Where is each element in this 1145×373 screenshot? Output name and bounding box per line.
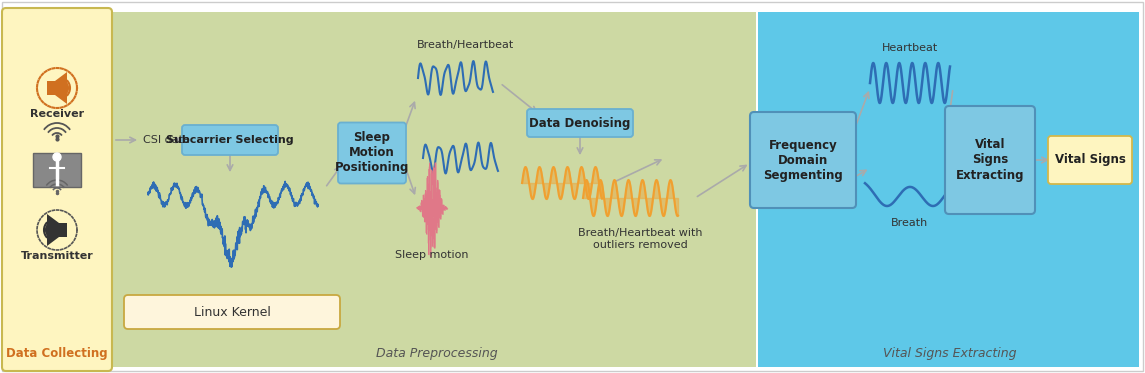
- FancyBboxPatch shape: [945, 106, 1035, 214]
- Text: Vital Signs: Vital Signs: [1055, 154, 1126, 166]
- Text: Sleep motion: Sleep motion: [395, 250, 468, 260]
- FancyBboxPatch shape: [338, 122, 406, 184]
- Text: Breath/Heartbeat with
outliers removed: Breath/Heartbeat with outliers removed: [578, 228, 702, 250]
- Text: Sleep
Motion
Positioning: Sleep Motion Positioning: [334, 132, 409, 175]
- Text: Data Denoising: Data Denoising: [529, 116, 631, 129]
- FancyBboxPatch shape: [112, 12, 756, 367]
- Text: Transmitter: Transmitter: [21, 251, 94, 261]
- FancyBboxPatch shape: [750, 112, 856, 208]
- Polygon shape: [47, 214, 68, 246]
- FancyBboxPatch shape: [33, 153, 81, 187]
- Text: Breath: Breath: [891, 218, 929, 228]
- Text: Heartbeat: Heartbeat: [882, 43, 938, 53]
- Circle shape: [53, 153, 61, 161]
- Text: Linux Kernel: Linux Kernel: [194, 305, 270, 319]
- Text: Breath/Heartbeat: Breath/Heartbeat: [417, 40, 514, 50]
- FancyBboxPatch shape: [182, 125, 278, 155]
- FancyBboxPatch shape: [527, 109, 633, 137]
- FancyBboxPatch shape: [1048, 136, 1132, 184]
- FancyBboxPatch shape: [758, 12, 1139, 367]
- Text: Receiver: Receiver: [30, 109, 84, 119]
- Text: Data Preprocessing: Data Preprocessing: [377, 347, 498, 360]
- Text: Data Collecting: Data Collecting: [6, 347, 108, 360]
- FancyBboxPatch shape: [124, 295, 340, 329]
- Text: CSI data: CSI data: [143, 135, 190, 145]
- FancyBboxPatch shape: [2, 8, 112, 371]
- Text: Vital
Signs
Extracting: Vital Signs Extracting: [956, 138, 1025, 182]
- Text: Vital Signs Extracting: Vital Signs Extracting: [883, 347, 1017, 360]
- Text: Subcarrier Selecting: Subcarrier Selecting: [166, 135, 294, 145]
- Polygon shape: [47, 72, 68, 104]
- Text: Frequency
Domain
Segmenting: Frequency Domain Segmenting: [763, 138, 843, 182]
